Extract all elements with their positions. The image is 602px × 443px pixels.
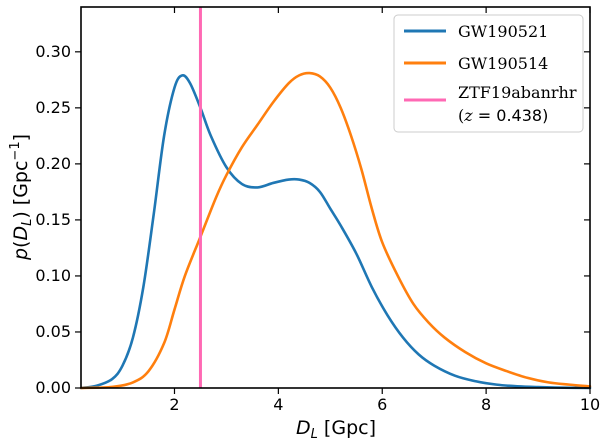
y-tick-label: 0.20 — [35, 154, 71, 173]
x-tick-label: 10 — [580, 395, 600, 414]
x-tick-label: 6 — [377, 395, 387, 414]
legend-label-ztf19abanrhr: ZTF19abanrhr — [458, 83, 577, 102]
x-tick-label: 2 — [169, 395, 179, 414]
y-tick-label: 0.10 — [35, 266, 71, 285]
legend-sublabel-redshift: (z = 0.438) — [458, 106, 548, 125]
y-tick-label: 0.30 — [35, 42, 71, 61]
legend-label-gw190521: GW190521 — [458, 22, 548, 41]
legend-box — [393, 14, 584, 133]
legend: GW190521 GW190514 ZTF19abanrhr (z = 0.43… — [393, 14, 584, 133]
plot-frame — [80, 6, 591, 389]
plot-layer — [79, 7, 592, 390]
y-tick-label: 0.00 — [35, 378, 71, 397]
tick-layer: 2 4 6 8 10 0.00 0.05 0.10 0.15 0.20 0.25 0.30 — [35, 7, 600, 414]
y-axis-title: p(DL) [Gpc−1] — [8, 134, 35, 261]
legend-label-gw190514: GW190514 — [458, 54, 548, 73]
x-tick-label: 8 — [481, 395, 491, 414]
series-line-gw190514 — [79, 71, 592, 390]
y-tick-label: 0.25 — [35, 98, 71, 117]
series-line-gw190521 — [79, 73, 592, 390]
y-tick-label: 0.15 — [35, 210, 71, 229]
y-tick-label: 0.05 — [35, 322, 71, 341]
x-axis-title: DL [Gpc] — [296, 417, 376, 442]
x-tick-label: 4 — [273, 395, 283, 414]
